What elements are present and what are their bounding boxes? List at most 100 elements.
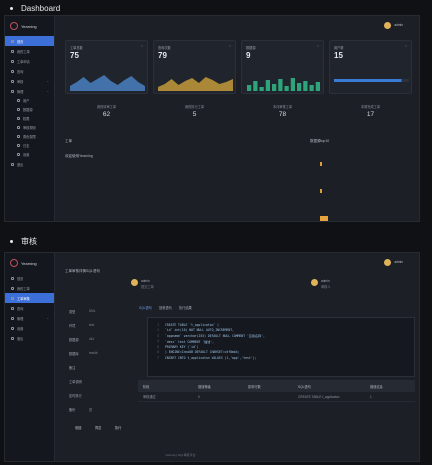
avatar[interactable] [384, 21, 392, 29]
user-name[interactable]: admin [394, 23, 403, 27]
sidebar-item-9[interactable]: 权限 [5, 114, 54, 123]
chevron-down-icon: ⌄ [46, 79, 49, 83]
panel-subtitle-left: 欢迎使用Yearning [65, 154, 93, 158]
panel-title-right: 数据源top10 [310, 139, 330, 143]
menu-icon [11, 306, 14, 310]
table-header: 阶段 错误等级 影响行数 SQL语句 错误信息 [138, 380, 415, 392]
stat-value: 78 [278, 111, 287, 118]
sidebar-item-10[interactable]: 审核规则 [5, 123, 54, 132]
table-header-cell: 错误信息 [370, 384, 383, 389]
stat-label: 我的待审工单 [96, 105, 117, 109]
sparkline-bar [303, 81, 308, 91]
code-line: 3 `appname` varchar(255) DEFAULT NULL CO… [151, 333, 411, 339]
stat-card[interactable]: 数据源 9 ○ [241, 40, 324, 94]
line-number: 4 [157, 339, 159, 344]
sidebar-item-4[interactable]: 查询 [5, 66, 54, 76]
sparkline-bar [290, 78, 295, 91]
sidebar-item-14[interactable]: 退出 [5, 159, 54, 169]
tab-1[interactable]: SQL语句 [139, 306, 152, 310]
audit-screenshot: Yearning 首页 我的工单 工单审核 查询 管理 ⌄ 设置 退出 admin 工单审核详… [4, 252, 420, 462]
stat-card[interactable]: 工单总数 75 ○ [65, 40, 148, 94]
sidebar-item-7[interactable]: 用户 [5, 96, 54, 105]
stat-card[interactable]: 查询次数 79 ○ [153, 40, 236, 94]
sidebar-item-1[interactable]: 首页 [5, 36, 54, 46]
sidebar-item-1[interactable]: 首页 [5, 273, 54, 283]
menu-icon [11, 276, 14, 280]
menu-icon [17, 99, 20, 102]
code-text: ) ENGINE=InnoDB DEFAULT CHARSET=utf8mb4; [165, 350, 240, 355]
action-button-3[interactable]: 执行 [115, 426, 122, 430]
line-number: 6 [157, 350, 159, 355]
sparkline-bar [247, 85, 252, 91]
sidebar-item-label: 退出 [17, 336, 24, 341]
sidebar-item-3[interactable]: 工单申请 [5, 56, 54, 66]
stat-card[interactable]: 用户数 15 ○ [329, 40, 412, 94]
code-line: 4 `desc` text COMMENT '描述', [151, 339, 411, 345]
sidebar-item-label: 查询 [17, 69, 24, 74]
top10-chart [320, 162, 328, 221]
sidebar-item-6[interactable]: 管理 ⌄ [5, 86, 54, 96]
info-icon: ○ [228, 44, 231, 48]
code-line: 1 CREATE TABLE `t_applicaton` ( [151, 322, 411, 328]
field-label: 工单说明 [69, 380, 82, 384]
sidebar-item-5[interactable]: 审核 ⌄ [5, 76, 54, 86]
section-title-audit: 审核 [10, 236, 37, 247]
sparkline-bar [284, 86, 289, 91]
sql-code-editor[interactable]: 1 CREATE TABLE `t_applicaton` (2 `id` int… [147, 317, 415, 377]
sidebar-item-label: 管理 [17, 89, 24, 94]
menu-icon [17, 135, 20, 138]
logo-icon [10, 259, 18, 267]
sidebar-item-label: 角色权限 [23, 135, 36, 139]
topbar: admin [55, 253, 419, 271]
sidebar-item-11[interactable]: 角色权限 [5, 132, 54, 141]
sidebar-item-7[interactable]: 退出 [5, 333, 54, 343]
field-label: 数据库 [69, 352, 79, 356]
action-button-2[interactable]: 同意 [95, 426, 102, 430]
sidebar-item-2[interactable]: 我的工单 [5, 283, 54, 293]
stat-label: 本月审核工单 [272, 105, 293, 109]
chevron-down-icon: ⌄ [46, 316, 49, 320]
table-cell: 0 [198, 394, 200, 399]
sidebar-item-12[interactable]: 日志 [5, 141, 54, 150]
sparkline-bar [259, 87, 264, 91]
field-value: 是 [89, 408, 93, 412]
tab-2[interactable]: 回滚语句 [159, 306, 172, 310]
app-logo[interactable]: Yearning [5, 253, 54, 273]
card-value: 75 [70, 51, 79, 60]
sidebar-item-label: 首页 [17, 276, 24, 281]
menu-icon [11, 69, 14, 73]
menu-icon [11, 162, 14, 166]
table-header-cell: 阶段 [143, 384, 150, 389]
sidebar-item-3[interactable]: 工单审核 [5, 293, 54, 303]
code-text: `appname` varchar(255) DEFAULT NULL COMM… [165, 334, 265, 339]
sidebar: Yearning 首页 我的工单 工单申请 查询 审核 ⌄ 管理 ⌄ 用户 数据源 权限 审核规则 角色… [5, 16, 55, 221]
menu-icon [17, 153, 20, 156]
sparkline-bar [265, 80, 270, 91]
user-name[interactable]: admin [394, 260, 403, 264]
line-number: 2 [157, 328, 159, 333]
sidebar-item-label: 数据源 [23, 108, 33, 112]
action-button-1[interactable]: 驳回 [75, 426, 82, 430]
avatar[interactable] [384, 258, 392, 266]
tab-3[interactable]: 执行结果 [179, 306, 192, 310]
table-row[interactable]: 审核通过 0 CREATE TABLE t_applicaton 1 [138, 392, 415, 402]
table-cell: CREATE TABLE t_applicaton [298, 394, 340, 399]
bar-3 [320, 216, 328, 221]
sparkline-bar [278, 79, 283, 91]
sidebar-item-6[interactable]: 设置 [5, 323, 54, 333]
sidebar-item-label: 用户 [23, 99, 30, 103]
menu-icon [11, 79, 14, 83]
code-text: PRIMARY KEY (`id`) [165, 344, 199, 349]
sidebar-item-8[interactable]: 数据源 [5, 105, 54, 114]
sidebar-item-4[interactable]: 查询 [5, 303, 54, 313]
card-value: 9 [246, 51, 251, 60]
sidebar-item-2[interactable]: 我的工单 [5, 46, 54, 56]
app-logo[interactable]: Yearning [5, 16, 54, 36]
field-label: 数据源 [69, 338, 79, 342]
sidebar-item-13[interactable]: 设置 [5, 150, 54, 159]
reviewer-note: 审核人 [321, 285, 331, 289]
table-header-cell: 影响行数 [248, 384, 261, 389]
sidebar-item-5[interactable]: 管理 ⌄ [5, 313, 54, 323]
field-value: db1 [89, 337, 95, 341]
code-text: `desc` text COMMENT '描述', [165, 339, 215, 344]
